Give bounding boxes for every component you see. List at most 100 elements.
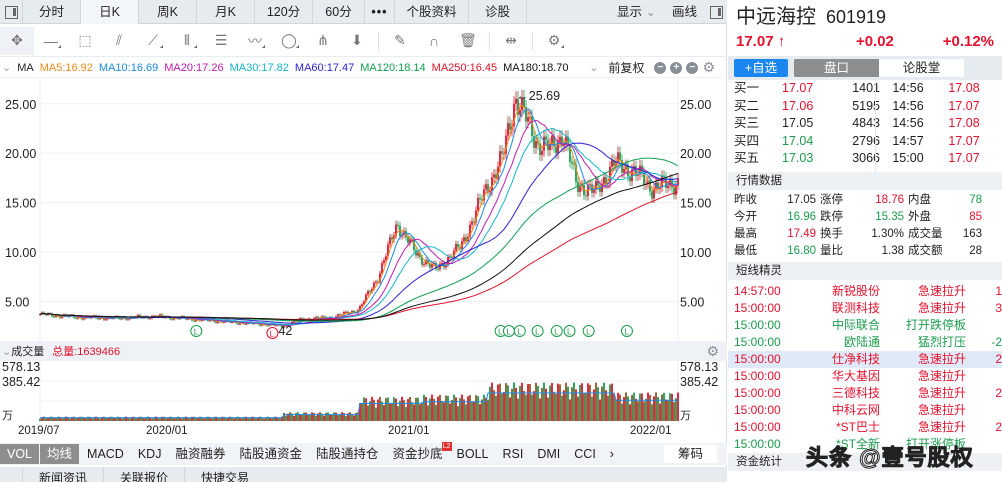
indicator-tab[interactable]: MACD xyxy=(87,447,124,461)
indicator-tab[interactable]: 均线 xyxy=(40,444,80,464)
section-short-term-alerts[interactable]: 短线精灵 xyxy=(728,262,1002,280)
segment-tool[interactable]: ⟋ xyxy=(136,27,170,55)
order-book-row[interactable]: 买三 17.05 4843 14:56 17.08 xyxy=(728,115,1002,133)
tab-5[interactable]: 60分 xyxy=(312,0,364,24)
stock-code: 601919 xyxy=(826,7,887,27)
alert-row[interactable]: 15:00:00 联测科技 急速拉升 3 xyxy=(728,300,1002,317)
alert-cell: 新锐股份 xyxy=(831,284,880,298)
divider xyxy=(378,31,379,50)
layout-toggle-button[interactable] xyxy=(705,0,727,24)
line-tool[interactable]: — xyxy=(34,27,68,55)
delete-tool[interactable]: 🗑 xyxy=(451,27,485,55)
bottom-tab[interactable]: 关联报价 xyxy=(103,467,184,482)
tab-forum[interactable]: 论股堂 xyxy=(879,59,964,77)
zoom-in-button[interactable]: + xyxy=(670,61,683,74)
add-watchlist-button[interactable]: +自选 xyxy=(734,59,788,77)
order-book: 买一 17.07 1401 14:56 17.08 买二 17.06 5195 14:56 17.… xyxy=(728,80,1002,172)
more-indicators-button[interactable]: › xyxy=(609,447,614,461)
alert-cell: 15:00:00 xyxy=(734,403,781,417)
tab-0[interactable]: 分时 xyxy=(22,0,80,24)
ma-label[interactable]: MA xyxy=(17,61,34,74)
alert-cell: 急速拉升 xyxy=(917,386,966,400)
zoom-out-button[interactable]: − xyxy=(654,61,667,74)
bottom-tab[interactable]: 新闻资讯 xyxy=(22,467,103,482)
alert-row[interactable]: 15:00:00 中际联合 打开跌停板 xyxy=(728,317,1002,334)
alert-row[interactable]: 15:00:00 中科云网 急速拉升 xyxy=(728,402,1002,419)
quote-value: 78 xyxy=(969,194,982,206)
tab-4[interactable]: 120分 xyxy=(254,0,312,24)
sidebar-toggle-button[interactable] xyxy=(0,0,22,24)
alert-row[interactable]: 15:00:00 欧陆通 猛烈打压 -2 xyxy=(728,334,1002,351)
volume-total: 总量:1639466 xyxy=(52,346,121,358)
tab-order-book[interactable]: 盘口 xyxy=(794,59,879,77)
alert-row[interactable]: 15:00:00 *ST巴士 急速拉升 2 xyxy=(728,419,1002,436)
tab-7[interactable]: 个股资料 xyxy=(394,0,468,24)
candlestick-chart[interactable]: 25.00 25.00 20.00 20.00 15.00 15.00 10.00 10.00… xyxy=(0,79,727,341)
ellipse-tool[interactable]: ◯ xyxy=(272,27,306,55)
eraser-tool[interactable]: ✎ xyxy=(383,27,417,55)
arrow-tool[interactable]: ⬇ xyxy=(340,27,374,55)
indicator-tab[interactable]: 融资融券 xyxy=(175,447,226,461)
indicator-tab[interactable]: 资金抄底 L2 xyxy=(392,442,452,461)
gear-icon[interactable]: ⚙ xyxy=(706,342,719,359)
indicator-tab[interactable]: CCI xyxy=(574,447,596,461)
chevron-down-icon[interactable]: ⌄ xyxy=(2,345,12,358)
order-book-row[interactable]: 买四 17.04 2796 14:57 17.07 xyxy=(728,133,1002,151)
indicator-tab[interactable]: KDJ xyxy=(137,447,162,461)
gear-icon[interactable]: ⚙ xyxy=(702,59,715,75)
draw-line-button[interactable]: 画线 xyxy=(671,5,697,19)
indicator-tab[interactable]: BOLL xyxy=(456,447,489,461)
tab-2[interactable]: 周K xyxy=(138,0,196,24)
fork-tool[interactable]: ⋔ xyxy=(306,27,340,55)
bottom-tabs: 新闻资讯 关联报价 快捷交易 xyxy=(0,467,727,482)
split-view-icon: ⇹ xyxy=(505,32,517,48)
indicator-tab[interactable]: 陆股通持仓 xyxy=(316,447,379,461)
alert-cell: 急速拉升 xyxy=(917,403,966,417)
alert-row[interactable]: 15:00:00 华大基因 急速拉升 xyxy=(728,368,1002,385)
alert-row[interactable]: 14:57:00 新锐股份 急速拉升 1 xyxy=(728,283,1002,300)
parallel-tool[interactable]: ⦀ xyxy=(170,27,204,55)
adjust-dropdown[interactable]: 前复权 xyxy=(608,61,645,75)
tab-6[interactable]: ••• xyxy=(364,0,394,24)
segment-icon: ⟋ xyxy=(148,32,158,48)
order-book-row[interactable]: 买五 17.03 3066 15:00 17.07 xyxy=(728,150,1002,168)
magnet-tool[interactable]: ∩ xyxy=(417,27,451,55)
rectangle-tool[interactable]: ⬚ xyxy=(68,27,102,55)
order-book-row[interactable]: 买二 17.06 5195 14:56 17.07 xyxy=(728,98,1002,116)
indicator-tab[interactable]: DMI xyxy=(537,447,561,461)
minimize-button[interactable]: − xyxy=(686,61,699,74)
chip-distribution-button[interactable]: 筹码 xyxy=(663,445,717,463)
stock-price: 17.07 xyxy=(736,32,774,50)
watermark: 头条 @壹号股权 xyxy=(806,445,974,471)
indicator-tabs: VOL 均线 MACD KDJ 融资融券 陆股通资金 陆股通持仓 资金抄底 L2 BOLL RSI D… xyxy=(0,442,727,465)
chevron-down-icon[interactable]: ⌄ xyxy=(2,62,12,74)
tab-8[interactable]: 诊股 xyxy=(468,0,526,24)
cell: 17.04 xyxy=(782,133,814,148)
tab-1[interactable]: 日K xyxy=(80,0,138,24)
indicator-tab[interactable]: RSI xyxy=(502,447,524,461)
section-quote-data[interactable]: 行情数据 xyxy=(728,172,1002,190)
volume-chart[interactable]: 578.13 578.13 385.42 385.42 万万 xyxy=(0,360,727,422)
panel-icon[interactable] xyxy=(0,467,22,482)
split-tool[interactable]: ⇹ xyxy=(494,27,528,55)
order-book-row[interactable]: 买一 17.07 1401 14:56 17.08 xyxy=(728,80,1002,98)
settings-tool[interactable]: ⚙ xyxy=(537,27,571,55)
quote-label: 成交额 xyxy=(908,245,943,257)
cell: 5195 xyxy=(852,98,880,113)
fan-tool[interactable]: ⫽ xyxy=(102,27,136,55)
text-tool[interactable]: ☰ xyxy=(204,27,238,55)
indicator-tab[interactable]: 陆股通资金 xyxy=(239,447,302,461)
alert-row[interactable]: 15:00:00 三德科技 急速拉升 2 xyxy=(728,385,1002,402)
indicator-tab[interactable]: VOL xyxy=(0,444,40,464)
alert-cell: *ST全新 xyxy=(835,437,880,451)
crosshair-tool[interactable]: ✥ xyxy=(0,26,34,55)
section-fund-stats[interactable]: 资金统计 xyxy=(728,453,1002,471)
alert-row[interactable]: 15:00:00 *ST全新 打开涨停板 xyxy=(728,436,1002,453)
tab-3[interactable]: 月K xyxy=(196,0,254,24)
bottom-tab[interactable]: 快捷交易 xyxy=(184,467,265,482)
display-dropdown[interactable]: 显示 ⌄ xyxy=(617,5,656,19)
svg-text:L: L xyxy=(194,328,199,337)
wave-tool[interactable]: 〰 xyxy=(238,27,272,55)
period-tabs: 分时 日K 周K 月K 120分 60分 ••• 个股资料 诊股 显示 ⌄ 画线 xyxy=(0,0,727,24)
alert-row[interactable]: 15:00:00 仕净科技 急速拉升 2 xyxy=(728,351,1002,368)
